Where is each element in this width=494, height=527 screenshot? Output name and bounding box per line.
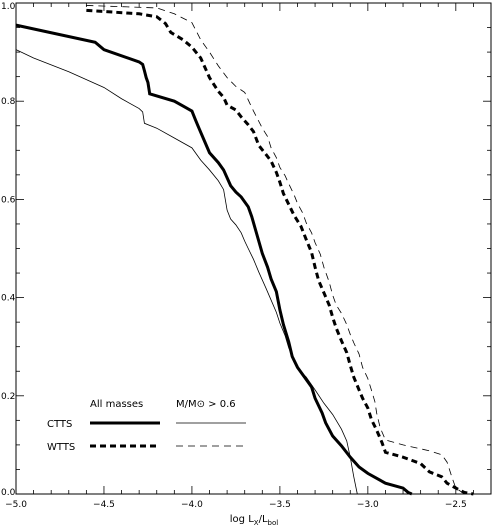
y-tick-label: 0.4 bbox=[1, 294, 16, 304]
x-axis-label-main: log L bbox=[230, 514, 254, 525]
x-tick-label: −5.0 bbox=[5, 500, 27, 510]
axis-ticks: −5.0 −4.5 −4.0 −3.5 −3.0 −2.5 0.0 0.2 0.4 0.6 0.8 1… bbox=[1, 2, 492, 510]
x-tick-label: −4.0 bbox=[181, 500, 203, 510]
y-tick-label: 0.8 bbox=[1, 97, 16, 107]
x-tick-label: −2.5 bbox=[445, 500, 467, 510]
y-tick-label: 0.0 bbox=[1, 488, 16, 498]
series-line-thin-dashed bbox=[86, 5, 465, 495]
legend-row2-label: WTTS bbox=[47, 442, 75, 453]
x-axis-label-sub1: X bbox=[254, 519, 259, 527]
x-axis-label: log LX/Lbol bbox=[230, 514, 278, 527]
plot-frame bbox=[15, 2, 492, 495]
legend: All masses M/M⊙ > 0.6 CTTS WTTS bbox=[47, 399, 246, 453]
y-tick-label: 0.2 bbox=[1, 392, 15, 402]
x-tick-label: −3.0 bbox=[357, 500, 379, 510]
series-layer bbox=[15, 5, 474, 496]
legend-row1-label: CTTS bbox=[47, 419, 72, 430]
x-tick-label: −4.5 bbox=[93, 500, 115, 510]
legend-col2-header: M/M⊙ > 0.6 bbox=[176, 399, 236, 410]
x-axis-label-slash: /L bbox=[259, 514, 268, 525]
series-line-thick-dashed bbox=[86, 8, 474, 496]
y-tick-label: 0.6 bbox=[1, 195, 16, 205]
x-axis-label-sub2: bol bbox=[268, 519, 279, 527]
x-tick-label: −3.5 bbox=[269, 500, 291, 510]
series-line-thick-solid bbox=[15, 23, 413, 496]
series-line-thin-solid bbox=[15, 49, 358, 495]
y-tick-label: 1.0 bbox=[1, 2, 16, 12]
legend-col1-header: All masses bbox=[90, 399, 143, 410]
